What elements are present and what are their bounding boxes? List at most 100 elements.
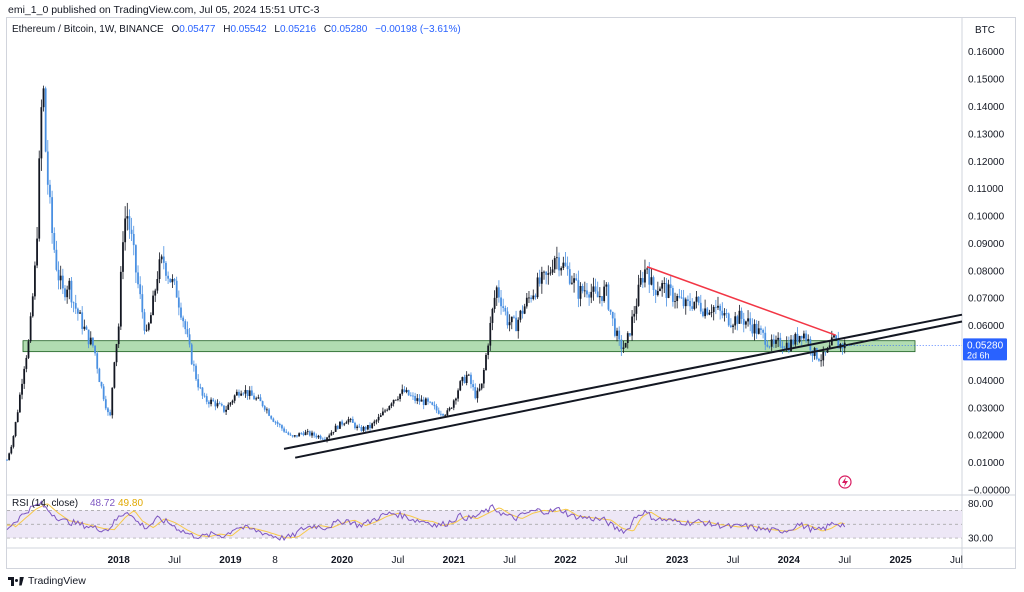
candle-body[interactable] [502,306,505,308]
candle-body[interactable] [96,353,99,369]
candle-body[interactable] [555,257,558,259]
candle-body[interactable] [302,433,305,436]
candle-body[interactable] [394,399,397,401]
candle-body[interactable] [775,339,777,344]
candle-body[interactable] [416,398,419,401]
candle-body[interactable] [504,307,507,312]
candle-body[interactable] [495,287,498,298]
candle-body[interactable] [822,351,825,361]
candle-body[interactable] [543,271,545,273]
candle-body[interactable] [558,257,560,271]
candle-body[interactable] [31,296,34,317]
candle-body[interactable] [328,435,331,438]
candle-body[interactable] [631,316,633,336]
candle-body[interactable] [274,421,277,423]
candle-body[interactable] [777,337,780,340]
candle-body[interactable] [800,335,803,339]
candle-body[interactable] [470,374,472,385]
candle-body[interactable] [381,411,384,416]
candle-body[interactable] [770,339,773,347]
candle-body[interactable] [833,335,835,338]
candle-body[interactable] [480,383,483,389]
candle-body[interactable] [76,308,79,314]
candle-body[interactable] [826,348,829,353]
candle-body[interactable] [661,283,664,289]
candle-body[interactable] [568,269,571,284]
candle-body[interactable] [34,265,36,297]
candle-body[interactable] [165,262,167,276]
candle-body[interactable] [154,290,157,296]
candle-body[interactable] [358,426,361,428]
candle-body[interactable] [192,364,195,366]
candle-body[interactable] [549,272,552,274]
candle-body[interactable] [654,289,657,296]
candle-body[interactable] [732,325,734,327]
candle-body[interactable] [588,294,591,298]
candle-body[interactable] [521,310,524,314]
candle-body[interactable] [266,409,268,411]
candle-body[interactable] [482,369,485,384]
candle-body[interactable] [122,242,124,272]
candle-body[interactable] [362,426,365,431]
candle-body[interactable] [536,277,539,298]
candle-body[interactable] [162,256,165,263]
candle-body[interactable] [283,428,285,432]
candle-body[interactable] [452,400,455,408]
candle-body[interactable] [14,422,17,437]
candle-body[interactable] [513,316,515,318]
candle-body[interactable] [581,285,584,292]
candle-body[interactable] [289,434,292,436]
candle-body[interactable] [225,409,227,412]
candle-body[interactable] [360,427,363,431]
rsi-line[interactable] [6,500,846,541]
candle-body[interactable] [714,306,717,308]
candle-body[interactable] [427,398,429,402]
candle-body[interactable] [577,280,580,299]
candle-body[interactable] [824,351,827,353]
candle-body[interactable] [622,347,625,349]
candle-body[interactable] [72,302,75,304]
candle-body[interactable] [49,184,51,198]
candle-body[interactable] [646,268,649,270]
candle-body[interactable] [145,329,148,331]
candle-body[interactable] [364,426,367,430]
candle-body[interactable] [601,296,603,301]
candle-body[interactable] [293,435,296,437]
candle-body[interactable] [607,284,610,310]
candle-body[interactable] [629,333,631,336]
candle-body[interactable] [764,332,767,345]
candle-body[interactable] [459,381,462,391]
candle-body[interactable] [510,316,513,323]
candle-body[interactable] [244,389,247,394]
candle-body[interactable] [689,300,691,307]
candle-body[interactable] [167,275,169,279]
candle-body[interactable] [749,318,752,325]
candle-body[interactable] [807,338,810,341]
candle-body[interactable] [111,387,114,416]
candle-body[interactable] [745,321,747,325]
candle-body[interactable] [639,278,642,285]
candle-body[interactable] [332,431,335,433]
candle-body[interactable] [51,197,54,234]
candle-body[interactable] [128,216,131,230]
candle-body[interactable] [747,318,749,322]
candle-body[interactable] [772,339,775,344]
candle-body[interactable] [768,346,771,348]
candle-body[interactable] [586,290,588,295]
candle-body[interactable] [721,310,724,316]
candle-body[interactable] [650,277,653,285]
candle-body[interactable] [240,393,243,396]
candle-body[interactable] [304,432,307,436]
candle-body[interactable] [188,334,191,345]
candle-body[interactable] [811,350,814,356]
candle-body[interactable] [794,333,797,345]
candle-body[interactable] [369,424,371,429]
candle-body[interactable] [751,324,754,334]
candle-body[interactable] [835,335,838,339]
candle-body[interactable] [23,368,26,384]
candle-body[interactable] [455,398,457,401]
candle-body[interactable] [682,297,685,307]
candle-body[interactable] [291,435,294,437]
candle-body[interactable] [306,431,309,433]
candle-body[interactable] [697,296,700,303]
